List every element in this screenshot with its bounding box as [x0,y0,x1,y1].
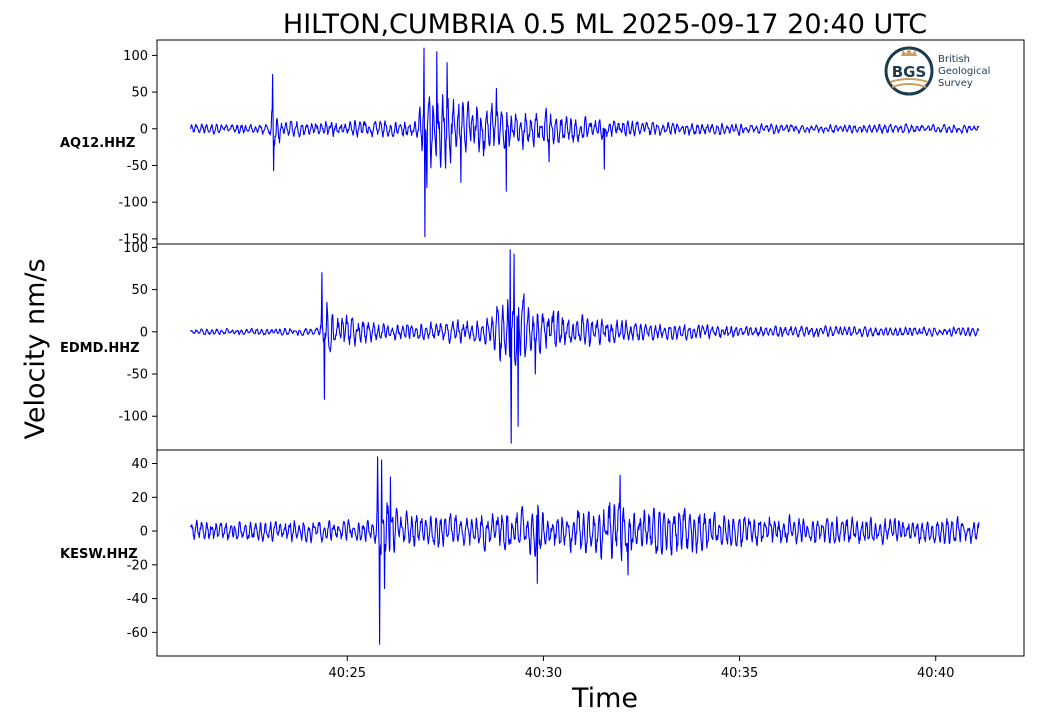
bgs-logo-line-2: Geological [938,66,990,77]
x-axis-title: Time [571,683,638,714]
panel-frame [156,243,1025,451]
y-tick-label: -20 [127,558,148,573]
x-tick-label: 40:35 [721,666,758,681]
station-label: AQ12.HHZ [60,136,135,151]
x-tick-label: 40:40 [917,666,954,681]
waveform-trace [189,456,980,645]
y-axis-title: Velocity nm/s [20,258,51,439]
y-tick-label: 100 [123,49,148,64]
panels: 100 50 0 -50 -100 -150 AQ12.HHZ 100 50 0 -50 -100 ED… [60,39,1025,657]
bgs-logo-strata-icon [889,78,929,88]
waveform-trace [190,249,980,444]
y-tick-label: -40 [127,592,148,607]
y-tick-label: -50 [127,159,148,174]
x-tick-label: 40:30 [525,666,562,681]
y-tick-label: -100 [118,196,148,211]
x-axis: 40:25 40:30 40:35 40:40 [329,656,954,681]
y-tick-label: 100 [123,241,148,256]
station-label: EDMD.HHZ [60,341,140,356]
station-label: KESW.HHZ [60,547,138,562]
y-tick-label: 50 [131,283,148,298]
bgs-logo-line-1: British [938,54,970,65]
panel-aq12-hhz: 100 50 0 -50 -100 -150 AQ12.HHZ [60,39,1025,247]
panel-kesw-hhz: 40 20 0 -20 -40 -60 KESW.HHZ [60,449,1025,657]
y-tick-label: 40 [131,457,148,472]
bgs-logo-badge: BGS [892,63,927,81]
y-tick-label: 0 [140,525,148,540]
panel-edmd-hhz: 100 50 0 -50 -100 EDMD.HHZ [60,241,1025,451]
x-tick-label: 40:25 [329,666,366,681]
y-tick-label: -60 [127,626,148,641]
panel-frame [156,449,1025,657]
waveform-trace [189,47,980,238]
chart-title: HILTON,CUMBRIA 0.5 ML 2025-09-17 20:40 U… [283,9,927,40]
bgs-logo: BGS British Geological Survey [884,46,990,96]
y-tick-label: 0 [140,122,148,137]
bgs-logo-line-3: Survey [938,78,973,89]
y-tick-label: -50 [127,368,148,383]
y-tick-label: 0 [140,325,148,340]
y-tick-label: -150 [118,232,148,247]
y-tick-label: 20 [131,491,148,506]
y-tick-label: -100 [118,410,148,425]
bgs-logo-crown-icon [901,48,917,56]
y-tick-label: 50 [131,86,148,101]
